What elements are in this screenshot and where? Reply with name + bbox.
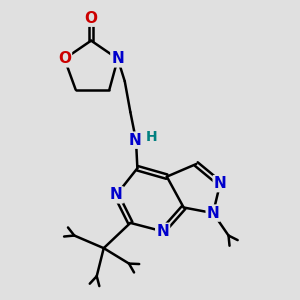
- Text: N: N: [128, 133, 141, 148]
- Text: N: N: [214, 176, 226, 191]
- Text: N: N: [111, 51, 124, 66]
- Text: O: O: [85, 11, 98, 26]
- Text: O: O: [58, 51, 71, 66]
- Text: H: H: [146, 130, 157, 144]
- Text: N: N: [110, 188, 123, 202]
- Text: N: N: [156, 224, 169, 239]
- Text: N: N: [207, 206, 220, 220]
